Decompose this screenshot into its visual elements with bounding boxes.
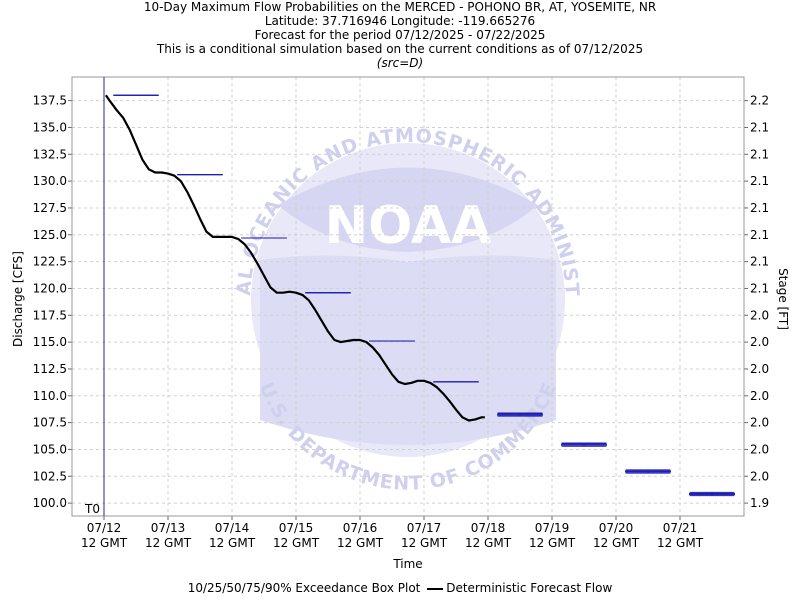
x-tick-label-date: 07/16 [343,521,378,535]
y-tick-label-left: 102.5 [33,469,67,483]
y-tick-label-right: 2.1 [750,147,769,161]
y-tick-label-left: 107.5 [33,416,67,430]
chart-title-block: 10-Day Maximum Flow Probabilities on the… [0,0,800,70]
y-tick-label-left: 127.5 [33,201,67,215]
y-tick-label-left: 100.0 [33,496,67,510]
box-plot [561,442,607,447]
x-tick-label-time: 12 GMT [337,536,384,550]
y-tick-label-right: 2.1 [750,174,769,188]
x-tick-label-date: 07/12 [87,521,122,535]
y-tick-label-right: 2.1 [750,255,769,269]
x-tick-label-date: 07/14 [215,521,250,535]
x-tick-label-date: 07/15 [279,521,314,535]
y-tick-label-left: 122.5 [33,255,67,269]
y-tick-label-right: 2.0 [750,308,769,322]
x-tick-label-time: 12 GMT [657,536,704,550]
y-tick-label-left: 120.0 [33,281,67,295]
y-tick-label-left: 130.0 [33,174,67,188]
y-tick-label-right: 2.1 [750,120,769,134]
y-tick-label-right: 2.1 [750,281,769,295]
x-tick-label-date: 07/20 [599,521,634,535]
x-tick-label-time: 12 GMT [529,536,576,550]
legend-line-label: Deterministic Forecast Flow [446,581,613,595]
box-plot [497,412,543,417]
forecast-flow-line [104,94,485,422]
y-tick-label-left: 117.5 [33,308,67,322]
x-tick-label-date: 07/19 [535,521,570,535]
y-tick-label-right: 2.0 [750,416,769,430]
y-tick-label-left: 137.5 [33,94,67,108]
y-axis-label-left: Discharge [CFS] [11,251,25,347]
x-tick-label-time: 12 GMT [209,536,256,550]
y-tick-label-left: 135.0 [33,120,67,134]
x-tick-label-date: 07/18 [471,521,506,535]
y-tick-label-left: 110.0 [33,389,67,403]
noaa-watermark: NOAA NATIONAL OCEANIC AND ATMOSPHERIC AD… [0,0,582,495]
x-tick-label-time: 12 GMT [273,536,320,550]
y-tick-label-right: 2.0 [750,469,769,483]
y-tick-label-left: 125.0 [33,228,67,242]
y-axis-label-right: Stage [FT] [776,268,790,330]
y-tick-label-right: 2.0 [750,335,769,349]
box-plots [113,94,735,497]
y-tick-label-left: 132.5 [33,147,67,161]
noaa-logo-text: NOAA [325,196,492,256]
x-tick-label-time: 12 GMT [465,536,512,550]
plot-frame [71,76,745,517]
flow-chart: NOAA NATIONAL OCEANIC AND ATMOSPHERIC AD… [0,0,790,571]
source-note: (src=D) [376,56,424,70]
y-tick-label-right: 1.9 [750,496,769,510]
chart-legend: 10/25/50/75/90% Exceedance Box Plot Dete… [0,580,800,596]
y-tick-label-left: 115.0 [33,335,67,349]
y-tick-label-left: 105.0 [33,442,67,456]
tick-labels: 100.0 1.9 102.5 2.0 105.0 2.0 107.5 2.0 110.0 2.0… [33,94,769,550]
y-tick-label-right: 2.1 [750,201,769,215]
y-tick-label-right: 2.0 [750,362,769,376]
box-plot [625,469,671,474]
x-tick-label-time: 12 GMT [81,536,128,550]
x-tick-label-date: 07/21 [663,521,698,535]
forecast-line-group [104,94,485,422]
chart-title: 10-Day Maximum Flow Probabilities on the… [143,0,657,14]
x-tick-label-time: 12 GMT [145,536,192,550]
location-coordinates: Latitude: 37.716946 Longitude: -119.6652… [264,14,536,28]
forecast-period: Forecast for the period 07/12/2025 - 07/… [254,28,546,42]
y-tick-label-left: 112.5 [33,362,67,376]
t0-label: T0 [84,502,100,516]
y-tick-label-right: 2.0 [750,442,769,456]
x-tick-label-date: 07/13 [151,521,186,535]
x-tick-label-date: 07/17 [407,521,442,535]
x-tick-label-time: 12 GMT [593,536,640,550]
box-plot [689,491,735,497]
simulation-note: This is a conditional simulation based o… [156,42,644,56]
y-tick-label-right: 2.2 [750,94,769,108]
axes [68,76,748,520]
legend-boxplot-label: 10/25/50/75/90% Exceedance Box Plot [187,581,421,595]
x-tick-label-time: 12 GMT [401,536,448,550]
legend-line-swatch [427,587,444,590]
y-tick-label-right: 2.0 [750,389,769,403]
y-tick-label-right: 2.1 [750,228,769,242]
grid-lines [72,77,744,516]
x-axis-label: Time [392,557,422,571]
